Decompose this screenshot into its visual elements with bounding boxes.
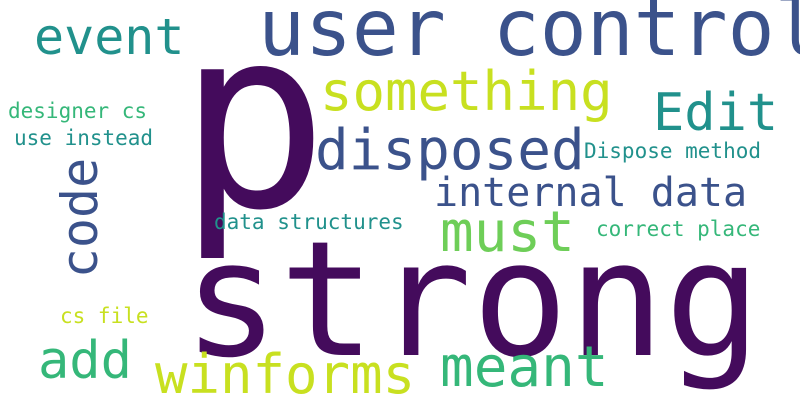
word-dispose-method: Dispose method bbox=[584, 139, 762, 163]
word-event: event bbox=[34, 8, 185, 66]
word-add: add bbox=[38, 331, 132, 391]
word-something: something bbox=[320, 60, 613, 123]
word-strong: strong bbox=[183, 206, 761, 393]
word-designer-cs: designer cs bbox=[8, 99, 148, 123]
word-data-structures: data structures bbox=[214, 210, 404, 234]
word-p: p bbox=[178, 0, 329, 265]
word-user-control: user control bbox=[258, 0, 800, 74]
word-must: must bbox=[440, 200, 575, 265]
word-correct-place: correct place bbox=[596, 217, 761, 241]
word-code: code bbox=[51, 157, 110, 279]
word-cs-file: cs file bbox=[60, 304, 149, 328]
word-edit: Edit bbox=[653, 83, 779, 143]
word-winforms: winforms bbox=[155, 343, 416, 400]
word-disposed: disposed bbox=[315, 118, 585, 183]
word-meant: meant bbox=[440, 335, 609, 400]
word-internal-data: internal data bbox=[434, 170, 748, 216]
word-use-instead: use instead bbox=[14, 126, 154, 150]
